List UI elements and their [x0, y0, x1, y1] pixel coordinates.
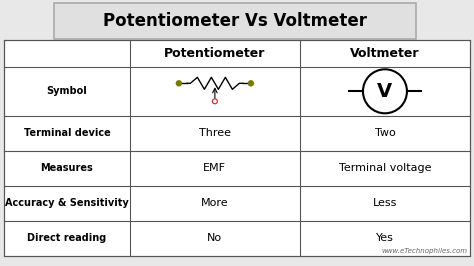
- Circle shape: [248, 81, 254, 86]
- Circle shape: [363, 69, 407, 113]
- Bar: [4, 40, 470, 256]
- Text: EMF: EMF: [203, 163, 227, 173]
- Text: Symbol: Symbol: [46, 86, 87, 96]
- Text: Terminal device: Terminal device: [24, 128, 110, 138]
- Text: No: No: [207, 234, 222, 243]
- FancyBboxPatch shape: [54, 3, 416, 39]
- Text: Potentiometer: Potentiometer: [164, 47, 265, 60]
- Text: Two: Two: [374, 128, 395, 138]
- Text: Measures: Measures: [41, 163, 93, 173]
- Text: V: V: [377, 82, 392, 101]
- Text: Terminal voltage: Terminal voltage: [339, 163, 431, 173]
- Text: More: More: [201, 198, 228, 208]
- Text: Yes: Yes: [376, 234, 394, 243]
- Circle shape: [212, 99, 218, 104]
- Text: Potentiometer Vs Voltmeter: Potentiometer Vs Voltmeter: [103, 12, 367, 30]
- Text: Direct reading: Direct reading: [27, 234, 107, 243]
- Text: Voltmeter: Voltmeter: [350, 47, 419, 60]
- Text: Three: Three: [199, 128, 231, 138]
- Circle shape: [176, 81, 182, 86]
- Text: www.eTechnophiles.com: www.eTechnophiles.com: [382, 248, 468, 254]
- Text: Accuracy & Sensitivity: Accuracy & Sensitivity: [5, 198, 129, 208]
- Text: Less: Less: [373, 198, 397, 208]
